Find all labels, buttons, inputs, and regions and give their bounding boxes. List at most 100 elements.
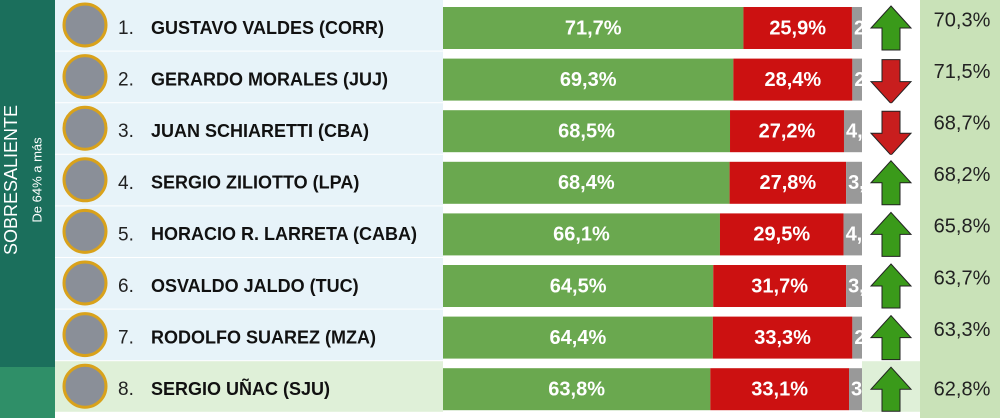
bar-segment	[729, 161, 847, 204]
value-label: 63,8%	[548, 378, 605, 400]
bar-segment	[710, 368, 850, 411]
bar-segment	[443, 161, 730, 204]
value-label: 64,5%	[550, 275, 607, 297]
category-label: GUSTAVO VALDES (CORR)	[151, 18, 384, 38]
row-background	[55, 206, 443, 257]
row-background	[55, 154, 443, 206]
value-label: 33,1%	[751, 378, 808, 400]
rank: 6.	[118, 276, 134, 297]
side-strip-lower	[0, 367, 55, 418]
photo	[62, 105, 108, 151]
row-background	[55, 258, 443, 309]
value-label: 33,3%	[754, 327, 811, 349]
value-label: 71,7%	[565, 17, 622, 39]
previous-value: 71,5%	[934, 61, 991, 83]
trend-arrow-up	[869, 211, 913, 257]
previous-value: 68,7%	[934, 112, 991, 134]
trend-arrow-down	[869, 110, 913, 156]
category-label: OSVALDO JALDO (TUC)	[151, 276, 359, 296]
bar-segment	[443, 316, 713, 359]
value-label: 66,1%	[553, 224, 610, 246]
bar-segment	[846, 161, 862, 204]
bar-segment	[713, 265, 847, 307]
category-label: HORACIO R. LARRETA (CABA)	[151, 224, 417, 244]
value-label: 3,8%	[848, 172, 894, 194]
value-label: 68,4%	[558, 172, 615, 194]
bar-segment	[849, 368, 862, 411]
bar-segment	[712, 316, 853, 359]
bar-segment	[719, 213, 844, 256]
value-label: 2,3%	[854, 327, 900, 349]
value-label: 2,4%	[854, 17, 900, 39]
bar-segment	[852, 58, 862, 101]
category-label: GERARDO MORALES (JUJ)	[151, 69, 388, 89]
value-label: 64,4%	[550, 327, 607, 349]
bar-segment	[443, 213, 720, 256]
bar-segment	[852, 316, 862, 359]
rank: 1.	[118, 18, 134, 39]
category-label: SERGIO UÑAC (SJU)	[151, 378, 330, 399]
trend-arrow-down	[869, 59, 913, 105]
photo	[62, 2, 108, 48]
value-label: 31,7%	[751, 275, 808, 297]
value-label: 2,3%	[854, 69, 900, 91]
bar-segment	[843, 213, 862, 256]
rank: 7.	[118, 328, 134, 349]
bar-segment	[846, 265, 862, 307]
photo	[62, 157, 108, 203]
row-background	[55, 361, 443, 412]
bar-segment	[730, 110, 844, 153]
photo	[62, 363, 108, 409]
rank: 2.	[118, 70, 134, 91]
photo	[62, 312, 108, 358]
bar-segment	[843, 110, 862, 153]
value-label: 4,3%	[846, 120, 892, 142]
category-label: SERGIO ZILIOTTO (LPA)	[151, 173, 359, 193]
previous-value: 62,8%	[934, 378, 991, 400]
value-label: 27,2%	[759, 120, 816, 142]
bar-segment	[443, 58, 734, 101]
trend-arrow-up	[869, 314, 913, 361]
value-label: 29,5%	[753, 224, 810, 246]
previous-value: 63,7%	[934, 267, 991, 289]
value-label: 68,5%	[558, 120, 615, 142]
previous-column	[920, 0, 1000, 418]
bar-segment	[733, 58, 853, 101]
side-subtitle: De 64% a más	[29, 137, 44, 223]
row-background	[55, 103, 443, 154]
photo	[62, 260, 108, 306]
rank: 4.	[118, 173, 134, 194]
bar-segment	[443, 7, 744, 49]
value-label: 28,4%	[765, 69, 822, 91]
previous-value: 68,2%	[934, 164, 991, 186]
rank: 8.	[118, 379, 134, 400]
value-label: 3,8%	[848, 275, 894, 297]
trend-arrow-up	[869, 366, 913, 412]
row-background	[55, 309, 443, 361]
side-strip	[0, 0, 55, 367]
category-label: JUAN SCHIARETTI (CBA)	[151, 121, 369, 141]
row-background	[55, 51, 443, 103]
bar-segment	[443, 265, 714, 307]
rank: 5.	[118, 224, 134, 245]
value-label: 27,8%	[759, 172, 816, 194]
side-title: SOBRESALIENTE	[1, 105, 21, 255]
value-label: 69,3%	[560, 69, 617, 91]
value-label: 3,1%	[851, 378, 897, 400]
bar-segment	[743, 7, 852, 49]
photo	[62, 54, 108, 100]
bar-segment	[443, 368, 711, 411]
bar-segment	[851, 7, 862, 49]
previous-value: 63,3%	[934, 319, 991, 341]
photo	[62, 208, 108, 254]
previous-value: 65,8%	[934, 216, 991, 238]
trend-arrow-up	[869, 5, 913, 51]
trend-arrow-up	[869, 263, 913, 309]
row-background	[55, 0, 443, 51]
bar-segment	[443, 110, 731, 153]
category-label: RODOLFO SUAREZ (MZA)	[151, 327, 376, 347]
previous-value: 70,3%	[934, 9, 991, 31]
value-label: 4,4%	[846, 224, 892, 246]
rank: 3.	[118, 121, 134, 142]
